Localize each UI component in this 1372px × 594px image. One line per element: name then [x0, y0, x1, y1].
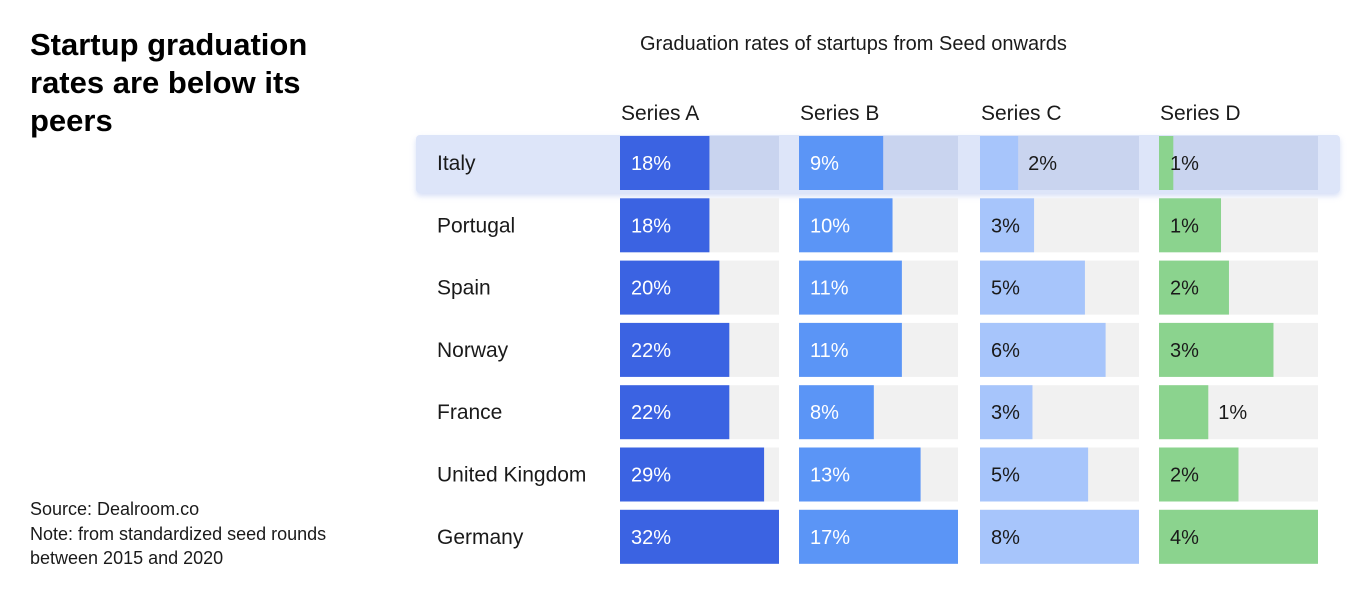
- value-label-norway-s1: 22%: [631, 340, 671, 362]
- bar-italy-s3: [980, 136, 1019, 190]
- value-label-norway-s3: 6%: [991, 340, 1020, 362]
- value-label-united-kingdom-s4: 2%: [1170, 465, 1199, 487]
- value-label-spain-s3: 5%: [991, 278, 1020, 300]
- bar-italy-s4: [1159, 136, 1174, 190]
- value-label-germany-s2: 17%: [810, 527, 850, 549]
- track-italy-s4: [1159, 136, 1318, 190]
- value-label-spain-s1: 20%: [631, 278, 671, 300]
- series-header-3: Series C: [981, 102, 1062, 125]
- series-header-2: Series B: [800, 102, 879, 125]
- value-label-france-s4: 1%: [1218, 402, 1247, 424]
- country-label-norway: Norway: [437, 339, 509, 362]
- value-label-portugal-s4: 1%: [1170, 215, 1199, 237]
- bar-germany-s4: [1159, 509, 1318, 564]
- bar-portugal-s2: [799, 198, 893, 253]
- source-note: Source: Dealroom.co Note: from standardi…: [30, 497, 350, 571]
- bar-france-s1: [620, 385, 730, 440]
- text-layer: Series A Series B Series C Series D Italy 18%…: [437, 102, 1247, 549]
- value-label-norway-s2: 11%: [810, 340, 849, 362]
- value-label-germany-s3: 8%: [991, 527, 1020, 549]
- value-label-germany-s1: 32%: [631, 527, 671, 549]
- bar-italy-s1: [620, 136, 710, 190]
- series-header-1: Series A: [621, 102, 699, 125]
- bar-united-kingdom-s2: [799, 447, 921, 502]
- value-label-portugal-s2: 10%: [810, 215, 850, 237]
- value-label-norway-s4: 3%: [1170, 340, 1199, 362]
- value-label-france-s2: 8%: [810, 402, 839, 424]
- value-label-france-s3: 3%: [991, 402, 1020, 424]
- value-label-united-kingdom-s3: 5%: [991, 465, 1020, 487]
- bar-united-kingdom-s1: [620, 447, 765, 502]
- series-header-4: Series D: [1160, 102, 1241, 125]
- country-label-portugal: Portugal: [437, 214, 515, 237]
- value-label-italy-s1: 18%: [631, 153, 671, 175]
- bar-spain-s3: [980, 260, 1085, 315]
- value-label-united-kingdom-s2: 13%: [810, 465, 850, 487]
- country-label-spain: Spain: [437, 277, 491, 300]
- value-label-united-kingdom-s1: 29%: [631, 465, 671, 487]
- bar-germany-s2: [799, 509, 958, 564]
- country-label-italy: Italy: [437, 152, 476, 175]
- value-label-italy-s4: 1%: [1170, 153, 1199, 175]
- note-line: Note: from standardized seed rounds betw…: [30, 523, 327, 569]
- bar-germany-s3: [980, 509, 1139, 564]
- bar-germany-s1: [620, 509, 779, 564]
- bar-spain-s2: [799, 260, 902, 315]
- value-label-spain-s4: 2%: [1170, 278, 1199, 300]
- value-label-france-s1: 22%: [631, 402, 671, 424]
- bar-layer: [620, 136, 1318, 564]
- bar-norway-s1: [620, 322, 730, 377]
- chart-title: Graduation rates of startups from Seed o…: [640, 33, 1067, 55]
- country-label-united-kingdom: United Kingdom: [437, 464, 586, 487]
- country-label-germany: Germany: [437, 526, 524, 549]
- value-label-germany-s4: 4%: [1170, 527, 1199, 549]
- value-label-portugal-s3: 3%: [991, 215, 1020, 237]
- bar-norway-s3: [980, 322, 1106, 377]
- bar-france-s4: [1159, 385, 1209, 440]
- bar-portugal-s1: [620, 198, 710, 253]
- value-label-italy-s3: 2%: [1028, 153, 1057, 175]
- bar-portugal-s3: [980, 198, 1035, 253]
- bar-france-s3: [980, 385, 1033, 440]
- source-line: Source: Dealroom.co: [30, 499, 200, 519]
- bar-norway-s4: [1159, 322, 1274, 377]
- bar-portugal-s4: [1159, 198, 1222, 253]
- headline: Startup graduation rates are below its p…: [30, 27, 308, 138]
- value-label-italy-s2: 9%: [810, 153, 839, 175]
- value-label-portugal-s1: 18%: [631, 215, 671, 237]
- value-label-spain-s2: 11%: [810, 278, 849, 300]
- bar-france-s2: [799, 385, 874, 440]
- bar-spain-s4: [1159, 260, 1229, 315]
- bar-united-kingdom-s3: [980, 447, 1089, 502]
- country-label-france: France: [437, 401, 502, 424]
- bar-united-kingdom-s4: [1159, 447, 1239, 502]
- bar-italy-s2: [799, 136, 884, 190]
- bar-spain-s1: [620, 260, 720, 315]
- bar-norway-s2: [799, 322, 902, 377]
